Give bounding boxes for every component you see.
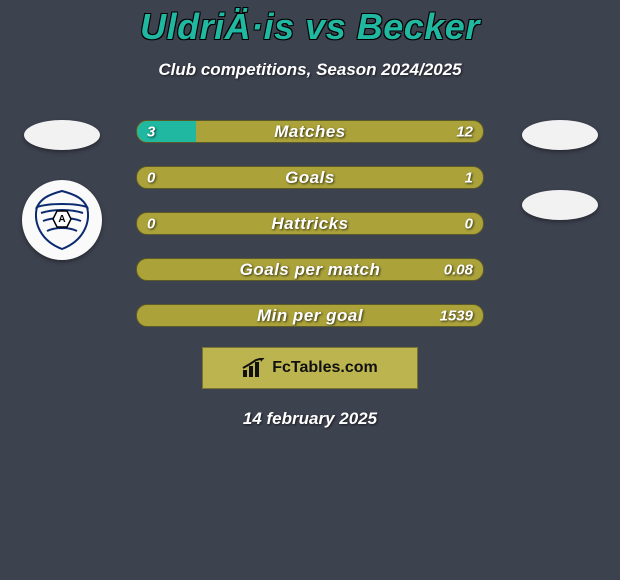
stat-value-right: 12 (456, 123, 473, 140)
stat-bars: 3Matches120Goals10Hattricks0Goals per ma… (136, 120, 484, 327)
comparison-subtitle: Club competitions, Season 2024/2025 (0, 60, 620, 80)
chart-icon (242, 358, 266, 378)
stat-value-right: 0 (465, 215, 473, 232)
stat-bar: Min per goal1539 (136, 304, 484, 327)
stat-bar: Goals per match0.08 (136, 258, 484, 281)
stat-bar: 3Matches12 (136, 120, 484, 143)
stat-value-right: 0.08 (444, 261, 473, 278)
stat-label: Goals (137, 168, 483, 188)
stat-bar: 0Hattricks0 (136, 212, 484, 235)
left-logo-1 (24, 120, 100, 150)
right-logos (522, 120, 598, 260)
left-logo-2: A (22, 180, 102, 260)
stat-value-right: 1539 (440, 307, 473, 324)
footer-date: 14 february 2025 (0, 409, 620, 429)
left-logos: A (22, 120, 102, 260)
svg-text:A: A (58, 214, 65, 225)
stat-label: Goals per match (137, 260, 483, 280)
right-logo-2 (522, 190, 598, 220)
comparison-title: UldriÄ·is vs Becker (0, 0, 620, 48)
club-crest-icon: A (27, 185, 97, 255)
stat-value-right: 1 (465, 169, 473, 186)
stat-bar: 0Goals1 (136, 166, 484, 189)
brand-box: FcTables.com (202, 347, 418, 389)
stat-label: Matches (137, 122, 483, 142)
stat-label: Min per goal (137, 306, 483, 326)
stat-label: Hattricks (137, 214, 483, 234)
brand-text: FcTables.com (272, 359, 378, 377)
right-logo-1 (522, 120, 598, 150)
